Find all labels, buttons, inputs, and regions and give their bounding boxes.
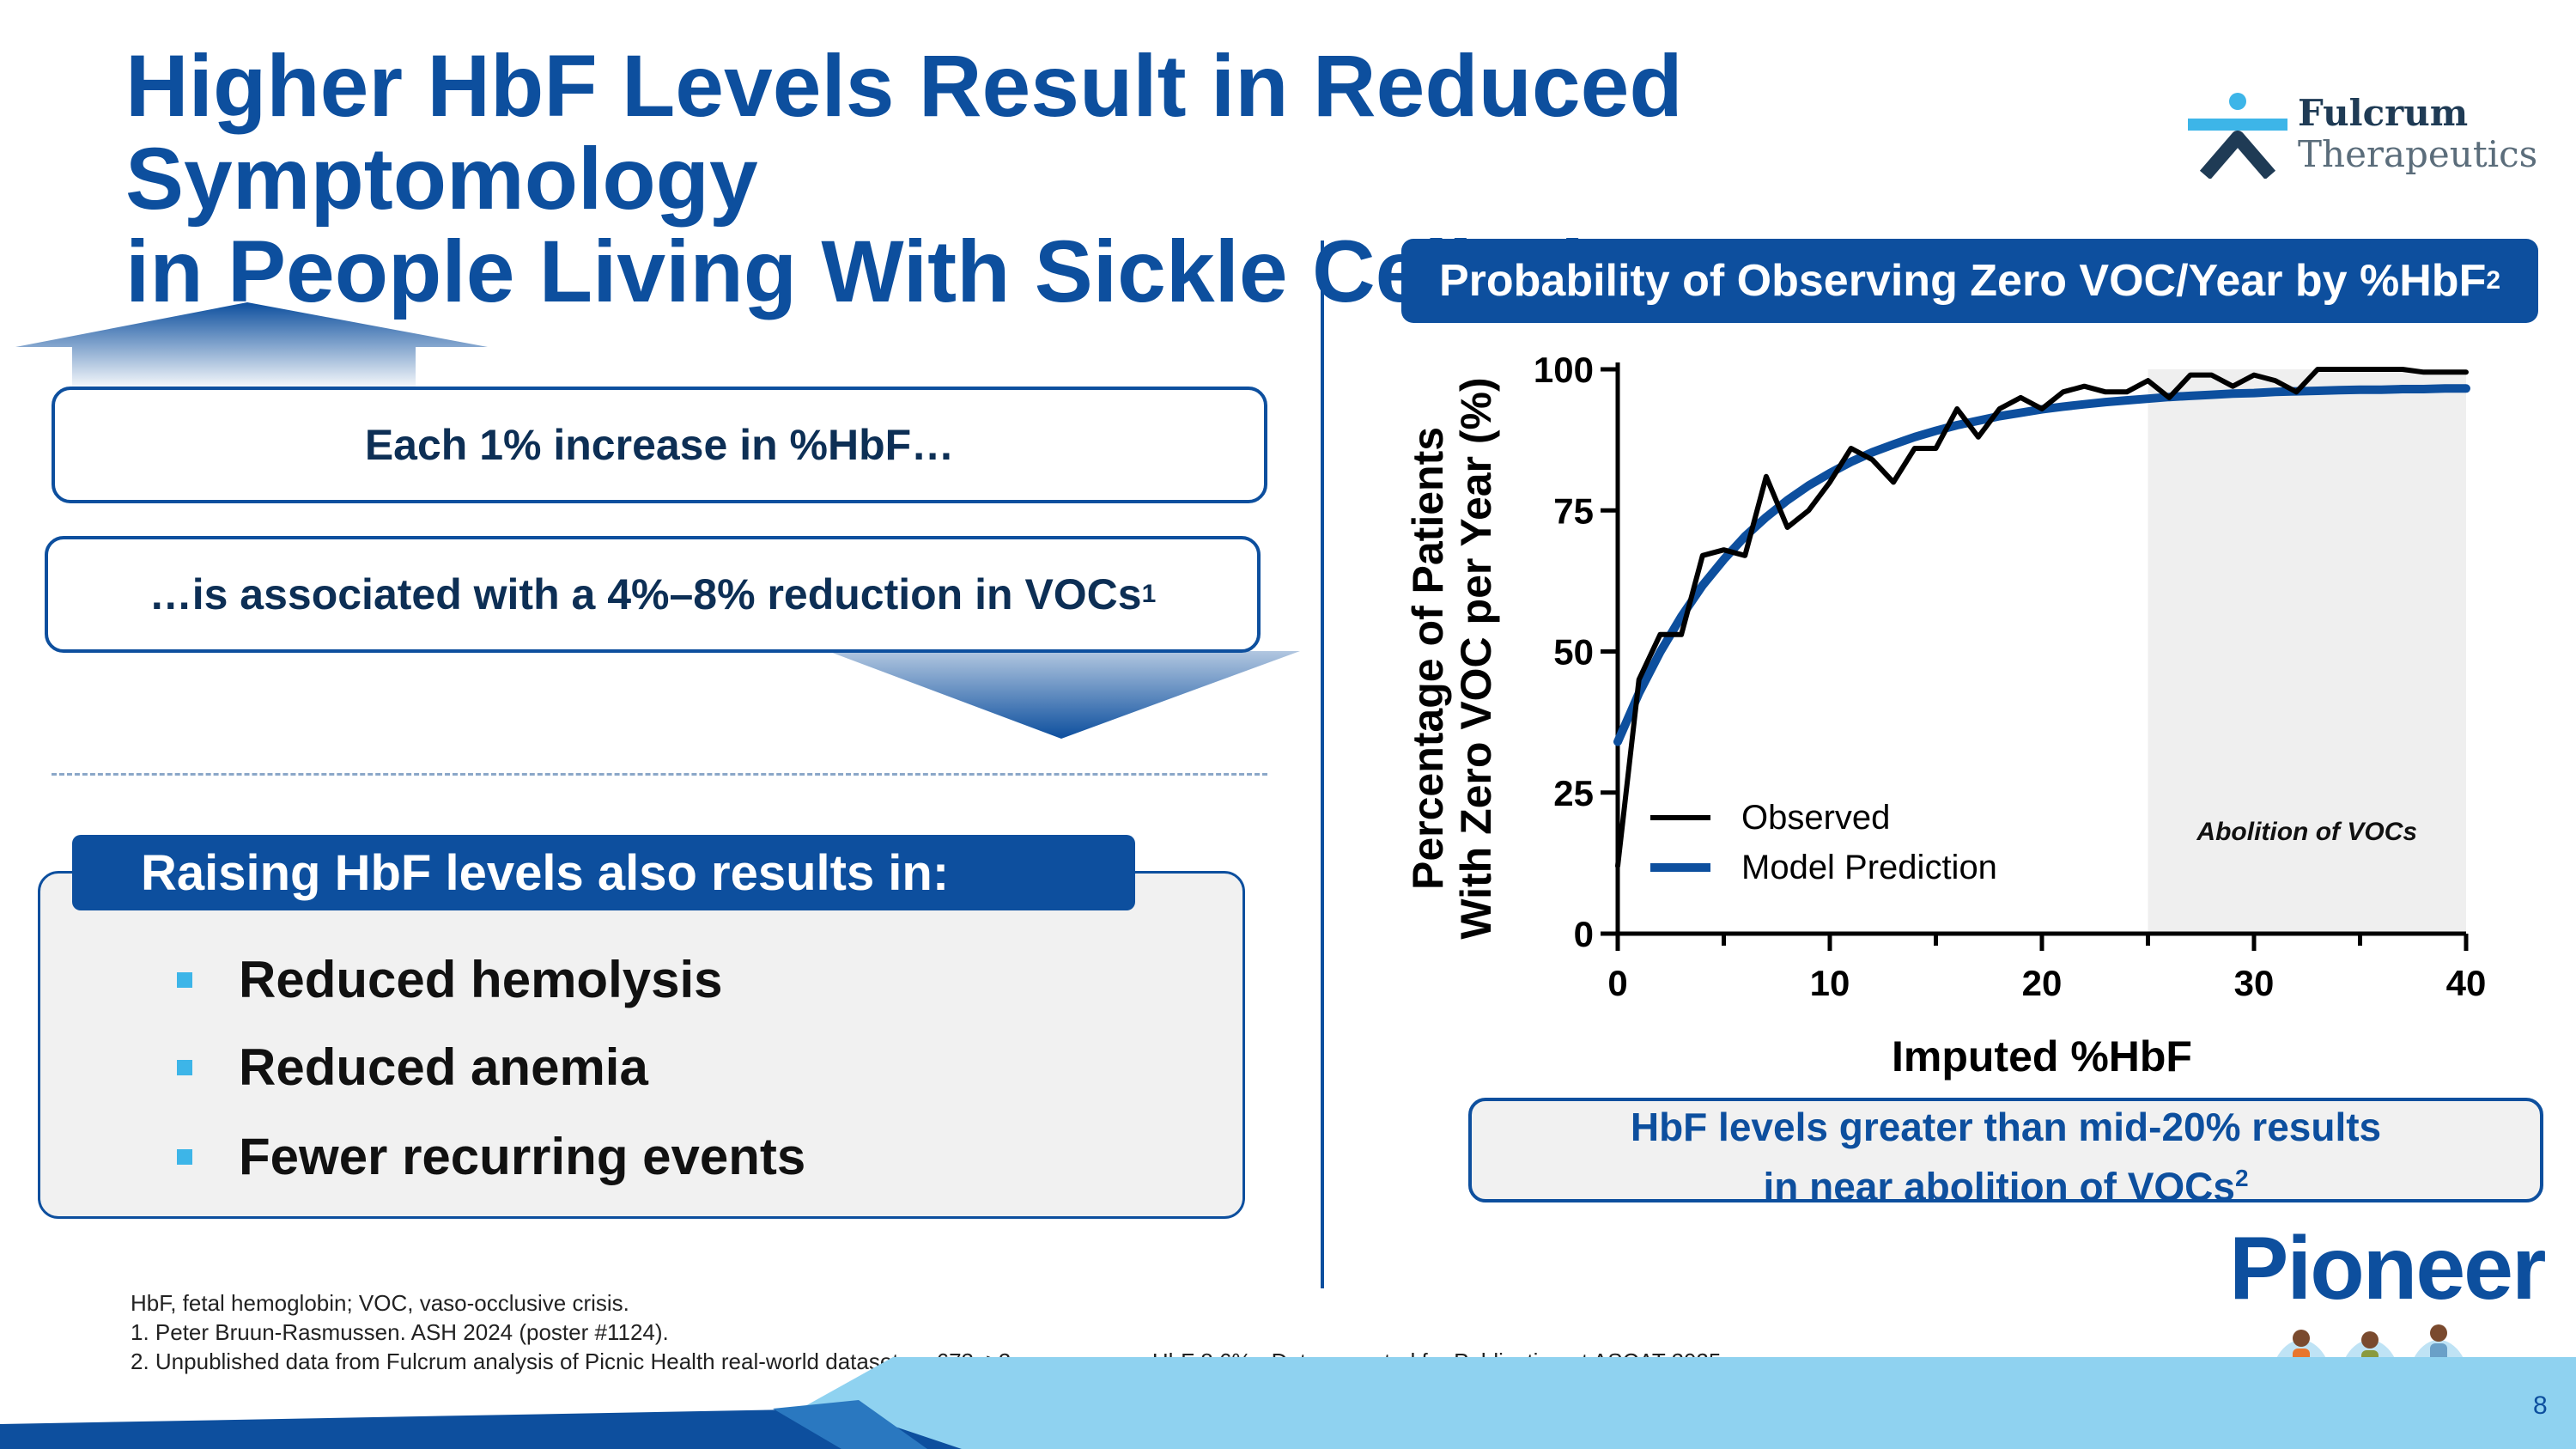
dashed-separator bbox=[52, 773, 1267, 776]
x-tick-label: 10 bbox=[1810, 963, 1850, 1003]
logo-line-2: Therapeutics bbox=[2298, 133, 2538, 175]
y-tick-label: 100 bbox=[1534, 350, 1594, 390]
x-tick-label: 40 bbox=[2446, 963, 2487, 1003]
callout-line-2: in near abolition of VOCs2 bbox=[1472, 1153, 2540, 1212]
hbf-increase-text: Each 1% increase in %HbF… bbox=[364, 421, 955, 469]
title-line-1: Higher HbF Levels Result in Reduced Symp… bbox=[125, 37, 1683, 228]
bottom-band bbox=[0, 1357, 2576, 1449]
bullet-square-icon bbox=[177, 972, 192, 988]
abolition-region bbox=[2148, 369, 2466, 934]
benefits-header: Raising HbF levels also results in: bbox=[72, 835, 1135, 910]
footnote-abbreviations: HbF, fetal hemoglobin; VOC, vaso-occlusi… bbox=[131, 1290, 629, 1316]
fulcrum-logo-text: Fulcrum Therapeutics bbox=[2298, 93, 2537, 175]
chart-header-text: Probability of Observing Zero VOC/Year b… bbox=[1438, 256, 2487, 306]
voc-reduction-text: …is associated with a 4%–8% reduction in… bbox=[149, 570, 1142, 618]
y-tick-label: 25 bbox=[1553, 773, 1594, 813]
arrows-graphic bbox=[15, 302, 1300, 739]
x-axis-label: Imputed %HbF bbox=[1892, 1032, 2192, 1081]
voc-reduction-ref: 1 bbox=[1141, 580, 1157, 608]
hbf-increase-box: Each 1% increase in %HbF… bbox=[52, 387, 1267, 503]
y-tick-label: 0 bbox=[1574, 914, 1594, 954]
chart-header: Probability of Observing Zero VOC/Year b… bbox=[1401, 239, 2538, 323]
legend-model-label: Model Prediction bbox=[1741, 849, 1997, 886]
voc-chart: Abolition of VOCs 0 25 50 75 100 0 10 20 30 40 Impu… bbox=[1404, 350, 2487, 1081]
y-tick-label: 75 bbox=[1553, 490, 1594, 531]
x-tick-label: 20 bbox=[2022, 963, 2063, 1003]
x-tick-label: 30 bbox=[2234, 963, 2275, 1003]
bullet-reduced-hemolysis: Reduced hemolysis bbox=[239, 951, 723, 1008]
abolition-label: Abolition of VOCs bbox=[2196, 818, 2417, 846]
callout-ref: 2 bbox=[2234, 1165, 2249, 1191]
chart-header-ref: 2 bbox=[2486, 266, 2501, 295]
observed-series-line bbox=[1615, 367, 2469, 869]
callout-line-2-text: in near abolition of VOCs bbox=[1763, 1164, 2235, 1209]
legend-observed-label: Observed bbox=[1741, 799, 1890, 837]
abolition-callout: HbF levels greater than mid-20% results … bbox=[1468, 1098, 2543, 1209]
vertical-divider bbox=[1321, 240, 1324, 1288]
y-tick-label: 50 bbox=[1553, 632, 1594, 673]
y-axis-label-line-2: With Zero VOC per Year (%) bbox=[1452, 377, 1500, 939]
bullet-square-icon bbox=[177, 1060, 192, 1075]
voc-reduction-box: …is associated with a 4%–8% reduction in… bbox=[45, 536, 1261, 653]
x-tick-label: 0 bbox=[1607, 963, 1627, 1003]
fulcrum-logo-icon bbox=[2188, 93, 2287, 179]
bullet-fewer-events: Fewer recurring events bbox=[239, 1128, 806, 1185]
y-axis-label-line-1: Percentage of Patients bbox=[1404, 427, 1452, 890]
pioneer-logo: Pioneer bbox=[2229, 1219, 2546, 1318]
callout-line-1: HbF levels greater than mid-20% results bbox=[1630, 1105, 2382, 1149]
bullet-square-icon bbox=[177, 1149, 192, 1165]
up-arrow-icon bbox=[15, 302, 488, 391]
page-number: 8 bbox=[2533, 1391, 2548, 1420]
logo-line-1: Fulcrum bbox=[2298, 92, 2469, 134]
footnote-ref-1: 1. Peter Bruun-Rasmussen. ASH 2024 (post… bbox=[131, 1319, 669, 1345]
bullet-reduced-anemia: Reduced anemia bbox=[239, 1038, 648, 1096]
